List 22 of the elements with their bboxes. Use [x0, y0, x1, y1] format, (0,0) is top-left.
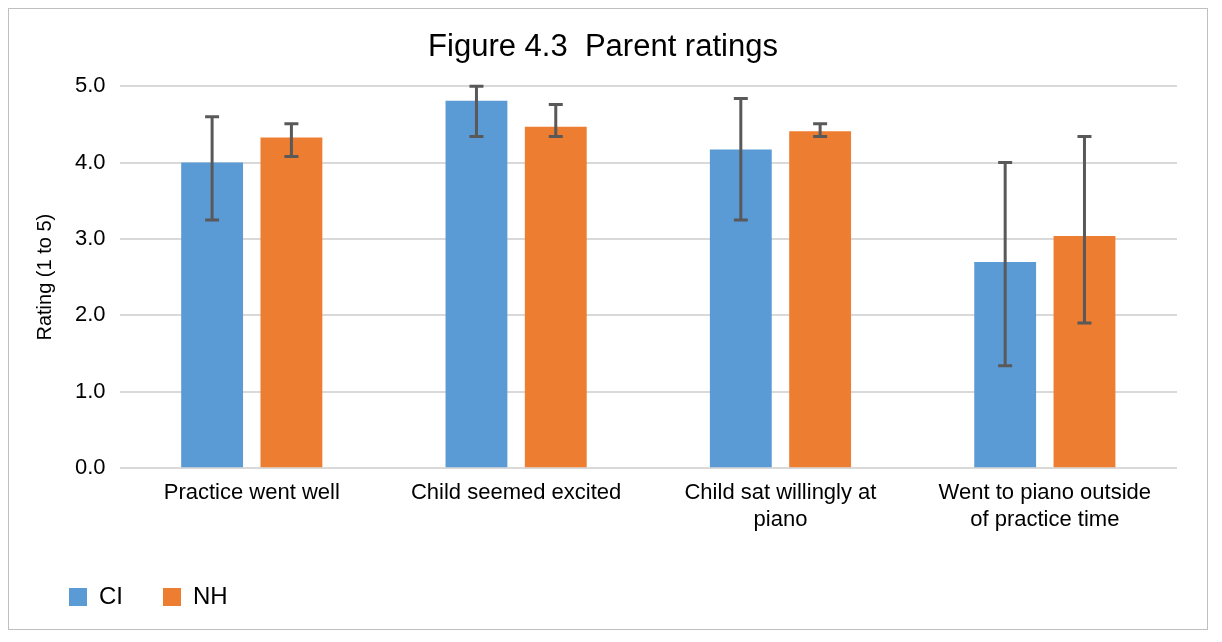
x-tick-label: Went to piano outside of practice time: [938, 479, 1152, 531]
x-tick-label: Practice went well: [163, 479, 340, 505]
legend-label: CI: [99, 581, 123, 609]
y-axis-title: Rating (1 to 5): [32, 213, 55, 341]
bar: [445, 100, 508, 468]
legend-label: NH: [193, 581, 228, 609]
x-tick-label: Child seemed excited: [410, 479, 622, 505]
chart-title: Figure 4.3 Parent ratings: [428, 28, 778, 64]
bar: [789, 131, 852, 468]
bar: [260, 137, 323, 468]
y-tick-label: 1.0: [74, 377, 106, 403]
y-tick-label: 3.0: [74, 225, 106, 251]
x-tick-label: Child sat willingly at piano: [684, 479, 877, 531]
y-tick-label: 2.0: [74, 301, 106, 327]
y-tick-label: 4.0: [74, 148, 106, 174]
bar: [709, 149, 772, 468]
y-tick-label: 0.0: [74, 454, 106, 480]
bar: [524, 126, 587, 468]
bar: [974, 261, 1037, 468]
y-tick-label: 5.0: [74, 72, 106, 98]
bar: [181, 162, 244, 468]
bar: [1053, 235, 1116, 468]
